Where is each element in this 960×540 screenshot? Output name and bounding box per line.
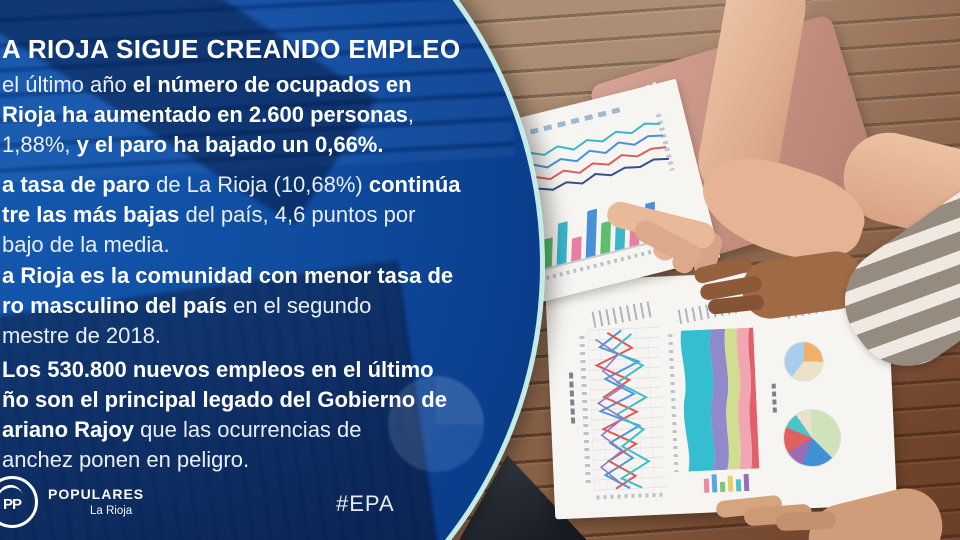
document-small — [483, 78, 721, 306]
text-line: anchez ponen en peligro. — [2, 445, 447, 475]
text-segment: 1,88%, — [2, 132, 77, 157]
blue-circle-overlay — [0, 0, 545, 540]
text-segment: del país, 4,6 puntos por — [185, 202, 416, 227]
text-segment: anchez ponen en peligro. — [2, 447, 250, 472]
text-segment: y el paro ha bajado un 0,66%. — [76, 132, 384, 157]
line-chart-graphic — [514, 122, 670, 197]
text-segment: Rioja ha aumentado en 2.600 personas — [2, 102, 408, 127]
text-segment: tre las más bajas — [2, 202, 186, 227]
paragraph-male-unemployment: a Rioja es la comunidad con menor tasa d… — [2, 261, 453, 351]
text-segment: continúa — [368, 172, 461, 197]
text-segment: ño son el principal legado del Gobierno … — [2, 387, 447, 412]
text-line: mestre de 2018. — [2, 321, 453, 351]
paragraph-national-jobs: Los 530.800 nuevos empleos en el último … — [2, 355, 447, 475]
text-line: tre las más bajas del país, 4,6 puntos p… — [2, 200, 461, 230]
text-line: ariano Rajoy que las ocurrencias de — [2, 415, 447, 445]
text-segment: ariano Rajoy — [2, 417, 141, 442]
text-segment: el último año — [2, 72, 133, 97]
faint-pie-graphic — [388, 376, 484, 472]
text-line: a tasa de paro de La Rioja (10,68%) cont… — [2, 170, 461, 200]
stream-chart-graphic — [680, 327, 760, 472]
text-segment: en el segundo — [233, 293, 372, 318]
text-line: bajo de la media. — [2, 230, 461, 260]
text-line: 1,88%, y el paro ha bajado un 0,66%. — [2, 130, 414, 160]
text-line: ro masculino del país en el segundo — [2, 291, 453, 321]
text-segment: a Rioja es la comunidad con menor tasa d… — [2, 263, 454, 288]
document-large — [544, 266, 898, 520]
text-line: a Rioja es la comunidad con menor tasa d… — [2, 261, 453, 291]
populares-label: POPULARES — [48, 486, 145, 502]
text-line: ño son el principal legado del Gobierno … — [2, 385, 447, 415]
multiline-chart-graphic — [594, 329, 651, 490]
pp-monogram: PP — [2, 496, 22, 513]
text-segment: el número de ocupados en — [132, 72, 412, 97]
pp-emblem-icon: PP — [0, 476, 38, 528]
page-title: A RIOJA SIGUE CREANDO EMPLEO — [2, 34, 461, 64]
pp-logo: PP POPULARES La Rioja — [0, 476, 216, 530]
text-segment: de La Rioja (10,68%) — [156, 172, 369, 197]
text-segment: , — [407, 102, 415, 127]
region-label: La Rioja — [90, 505, 133, 517]
text-line: el último año el número de ocupados en — [2, 70, 414, 100]
text-segment: mestre de 2018. — [2, 323, 161, 348]
text-segment: ro masculino del país — [2, 293, 234, 318]
paragraph-employment: el último año el número de ocupados en R… — [2, 70, 414, 160]
text-segment: Los 530.800 nuevos empleos en el último — [2, 357, 434, 382]
hashtag-epa: #EPA — [336, 491, 395, 516]
text-segment: bajo de la media. — [2, 232, 170, 257]
text-line: Rioja ha aumentado en 2.600 personas, — [2, 100, 414, 130]
text-line: Los 530.800 nuevos empleos en el último — [2, 355, 447, 385]
text-segment: a tasa de paro — [2, 172, 157, 197]
paragraph-unemployment-rate: a tasa de paro de La Rioja (10,68%) cont… — [2, 170, 461, 260]
text-segment: que las ocurrencias de — [140, 417, 362, 442]
